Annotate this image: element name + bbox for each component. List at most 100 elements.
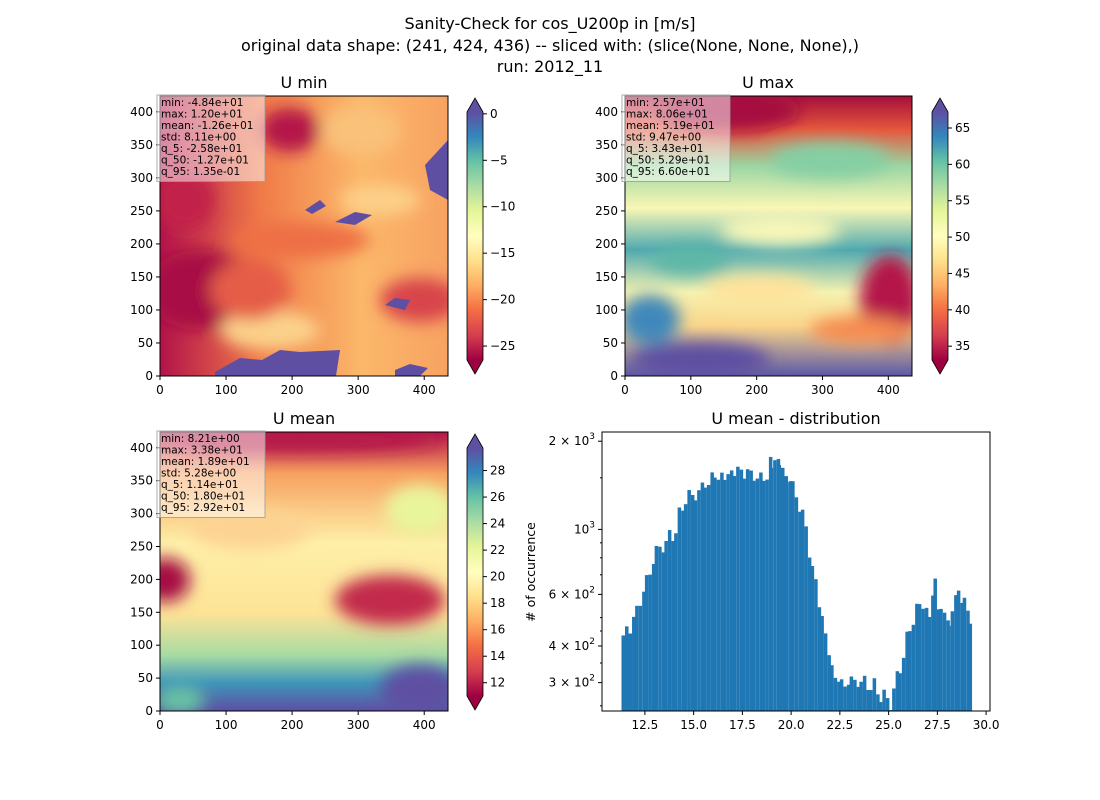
histogram-bar xyxy=(632,616,636,711)
colorbar-tick-label: 50 xyxy=(955,230,970,244)
colorbar-extend-max xyxy=(932,98,948,112)
histogram-bar xyxy=(820,616,824,711)
histogram-bar xyxy=(625,626,629,711)
stats-line: mean: -1.26e+01 xyxy=(161,120,253,132)
histogram-bar xyxy=(745,469,750,711)
umin-axes: 0 100 200 300 400 0 50 100 150 200 250 300 350 400 xyxy=(130,105,436,397)
colorbar-tick-label: 24 xyxy=(490,517,505,531)
y-tick-label: 150 xyxy=(130,605,153,619)
colorbar-tick-label: 40 xyxy=(955,303,970,317)
umin-title: U min xyxy=(281,73,328,92)
colorbar-gradient xyxy=(932,112,948,360)
histogram-bar xyxy=(830,665,834,711)
histogram-bar xyxy=(915,603,919,711)
umax-axes: 0 100 200 300 400 0 50 100 150 200 250 300 350 400 xyxy=(595,105,900,397)
stats-line: q_50: 5.29e+01 xyxy=(626,155,710,167)
histogram-bar xyxy=(761,480,766,711)
histogram-bar xyxy=(716,479,721,711)
histogram-bar xyxy=(642,591,646,711)
stats-line: max: 3.38e+01 xyxy=(161,445,243,457)
histogram-bar xyxy=(869,689,873,711)
y-tick-label: 200 xyxy=(130,572,153,586)
stats-line: mean: 1.89e+01 xyxy=(161,456,250,468)
histogram-bar xyxy=(817,607,822,711)
histogram-bar xyxy=(966,610,970,711)
y-tick-label: 0 xyxy=(610,369,618,383)
histogram-bar xyxy=(807,557,812,711)
histogram-bar xyxy=(729,470,734,711)
histogram-bar xyxy=(752,480,756,711)
umin-colorbar: 0 −5 −10 −15 −20 −25 xyxy=(466,97,515,375)
colorbar-tick-label: 65 xyxy=(955,121,970,135)
histogram-bar xyxy=(720,472,724,711)
stats-line: q_50: -1.27e+01 xyxy=(161,155,249,167)
histogram-bar xyxy=(785,482,789,711)
stats-box-background xyxy=(156,430,266,518)
umax-panel: U max 0 100 200 300 400050100150200250300350… xyxy=(595,73,970,397)
stats-box-background xyxy=(156,94,266,182)
histogram-bar xyxy=(962,597,967,711)
y-tick-label: 300 xyxy=(130,171,153,185)
histogram-bar xyxy=(755,478,760,711)
histogram-bar xyxy=(901,657,906,711)
histogram-bar xyxy=(706,484,711,711)
y-tick-label: 4 × 102 xyxy=(549,637,595,653)
x-tick-label: 27.5 xyxy=(924,718,951,732)
histogram-bar xyxy=(939,608,943,711)
colorbar-tick-label: 55 xyxy=(955,194,970,208)
stats-line: q_95: 2.92e+01 xyxy=(161,502,245,514)
y-tick-label: 200 xyxy=(130,237,153,251)
histogram-bars xyxy=(621,456,973,711)
colorbar-tick-label: 12 xyxy=(490,676,505,690)
histogram-bar xyxy=(839,679,844,711)
y-tick-label: 250 xyxy=(130,539,153,553)
x-tick-label: 400 xyxy=(413,383,436,397)
colorbar-tick-label: 20 xyxy=(490,570,505,584)
x-tick-label: 400 xyxy=(877,383,900,397)
colorbar-tick-label: 18 xyxy=(490,596,505,610)
histogram-bar xyxy=(931,595,935,711)
colorbar-outline xyxy=(466,433,484,711)
histogram-bar xyxy=(905,631,909,711)
histogram-bar xyxy=(700,482,705,711)
x-tick-label: 20.0 xyxy=(778,718,805,732)
histogram-bar xyxy=(876,694,880,711)
stats-line: max: 1.20e+01 xyxy=(161,109,243,121)
histogram-bar xyxy=(843,686,847,711)
histogram-bar xyxy=(927,616,932,711)
x-tick-label: 200 xyxy=(745,383,768,397)
y-tick-label: 0 xyxy=(145,369,153,383)
histogram-bar xyxy=(726,474,730,711)
stats-line: min: -4.84e+01 xyxy=(161,97,243,109)
histogram-bar xyxy=(677,507,682,711)
suptitle-line-3: run: 2012_11 xyxy=(497,57,603,77)
y-tick-label: 350 xyxy=(130,138,153,152)
histogram-bar xyxy=(936,609,941,711)
y-tick-label: 350 xyxy=(130,474,153,488)
x-tick-label: 400 xyxy=(413,718,436,732)
histogram-bar xyxy=(954,595,958,711)
x-tick-label: 17.5 xyxy=(729,718,756,732)
stats-line: min: 2.57e+01 xyxy=(626,97,705,109)
histogram-bar xyxy=(661,552,666,711)
colorbar-tick-label: −20 xyxy=(490,293,515,307)
colorbar-outline xyxy=(931,97,949,375)
stats-line: std: 8.11e+00 xyxy=(161,132,236,144)
y-tick-label: 400 xyxy=(130,441,153,455)
colorbar-extend-min xyxy=(467,360,483,374)
umax-colorbar: 35 40 45 50 55 60 65 xyxy=(931,97,970,375)
y-tick-label: 100 xyxy=(130,303,153,317)
colorbar-extend-max xyxy=(467,434,483,448)
histogram-bar xyxy=(777,465,781,711)
histogram-bar xyxy=(942,612,947,711)
histogram-bar xyxy=(628,633,633,711)
histogram-bar xyxy=(791,481,795,711)
histogram-bar xyxy=(862,675,867,711)
histogram-bar xyxy=(947,625,951,711)
histogram-bar xyxy=(908,631,912,711)
umin-heatmap xyxy=(160,96,448,376)
